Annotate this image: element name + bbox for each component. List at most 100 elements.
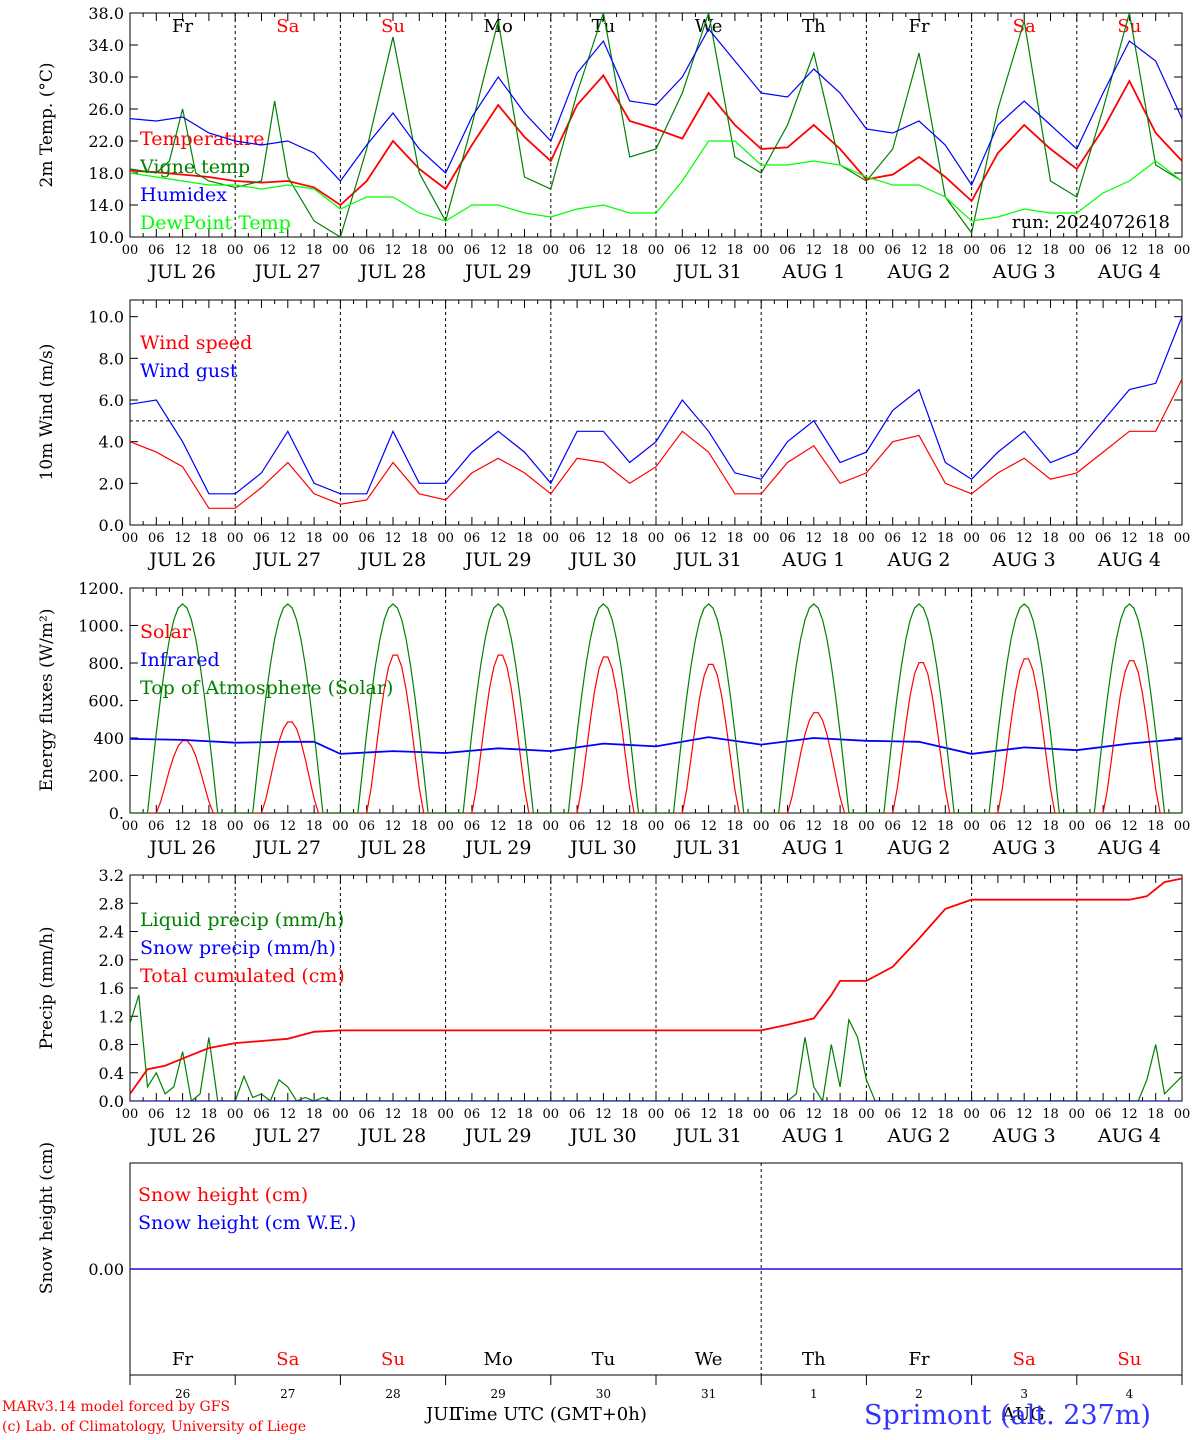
- plot-frame: [129, 587, 1183, 814]
- y-tick-label: 0.4: [99, 1064, 124, 1083]
- hour-tick-label: 00: [437, 819, 454, 834]
- hour-tick-label: 00: [648, 819, 665, 834]
- hour-tick-label: 00: [858, 243, 875, 258]
- hour-tick-label: 06: [674, 243, 691, 258]
- hour-tick-label: 06: [779, 243, 796, 258]
- hour-tick-label: 00: [753, 819, 770, 834]
- hour-tick-label: 00: [227, 819, 244, 834]
- weekday-label: We: [695, 16, 723, 37]
- hour-tick-label: 12: [911, 243, 928, 258]
- y-tick-label: 2.8: [99, 894, 124, 913]
- weekday-label: Mo: [484, 1349, 513, 1370]
- date-label: JUL 31: [673, 261, 741, 283]
- hour-tick-label: 12: [1016, 819, 1033, 834]
- y-tick-label: 0.8: [99, 1036, 124, 1055]
- weekday-label: Fr: [908, 16, 929, 37]
- hour-tick-label: 00: [227, 531, 244, 546]
- hour-tick-label: 00: [1174, 243, 1191, 258]
- day-number-label: 2: [915, 1387, 923, 1401]
- series-line: [130, 73, 1182, 207]
- date-label: JUL 26: [147, 837, 215, 859]
- y-tick-label: 1000.: [78, 617, 124, 636]
- y-tick-label: 400: [93, 729, 124, 748]
- legend-entry: Total cumulated (cm): [140, 965, 345, 987]
- hour-tick-label: 06: [884, 243, 901, 258]
- hour-tick-label: 06: [148, 243, 165, 258]
- hour-tick-label: 00: [648, 1107, 665, 1122]
- lab-credit: (c) Lab. of Climatology, University of L…: [2, 1419, 307, 1435]
- hour-tick-label: 06: [779, 531, 796, 546]
- energy-panel: Energy fluxes (W/m²) 0. 200. 400 600. 800. 100…: [37, 579, 1190, 859]
- station-title: Sprimont (alt. 237m): [864, 1400, 1151, 1431]
- date-label: AUG 1: [781, 837, 845, 859]
- month-label-jul: JUL: [426, 1404, 461, 1425]
- hour-tick-label: 12: [490, 531, 507, 546]
- hour-tick-label: 12: [1016, 243, 1033, 258]
- hour-tick-label: 18: [516, 1107, 533, 1122]
- hour-tick-label: 00: [858, 1107, 875, 1122]
- hour-tick-label: 12: [174, 819, 191, 834]
- legend-entry: Snow height (cm): [138, 1184, 308, 1206]
- hour-tick-label: 00: [858, 531, 875, 546]
- date-label: JUL 27: [253, 261, 321, 283]
- y-tick-label: 0.: [109, 804, 124, 823]
- date-label: JUL 31: [673, 837, 741, 859]
- series-line: [130, 378, 1182, 509]
- hour-tick-label: 18: [832, 819, 849, 834]
- hour-tick-label: 18: [832, 531, 849, 546]
- hour-tick-label: 18: [201, 531, 218, 546]
- y-tick-label: 18.0: [88, 164, 124, 183]
- y-tick-label: 1.2: [99, 1007, 124, 1026]
- y-tick-label: 34.0: [88, 36, 124, 55]
- date-label: JUL 27: [253, 549, 321, 571]
- date-label: AUG 2: [886, 549, 950, 571]
- hour-tick-label: 00: [437, 1107, 454, 1122]
- hour-tick-label: 06: [358, 243, 375, 258]
- hour-tick-label: 12: [1121, 243, 1138, 258]
- date-label: JUL 30: [568, 549, 636, 571]
- weekday-label: Sa: [1013, 16, 1036, 37]
- hour-tick-label: 00: [753, 531, 770, 546]
- hour-tick-label: 18: [727, 1107, 744, 1122]
- hour-tick-label: 12: [1016, 1107, 1033, 1122]
- hour-tick-label: 12: [806, 1107, 823, 1122]
- hour-tick-label: 18: [621, 819, 638, 834]
- legend-entry: Top of Atmosphere (Solar): [140, 677, 393, 699]
- hour-tick-label: 18: [621, 243, 638, 258]
- y-tick-label: 1.6: [99, 979, 124, 998]
- hour-tick-label: 12: [1121, 531, 1138, 546]
- hour-tick-label: 18: [727, 819, 744, 834]
- hour-tick-label: 00: [543, 1107, 560, 1122]
- hour-tick-label: 18: [937, 243, 954, 258]
- hour-tick-label: 06: [253, 531, 270, 546]
- hour-tick-label: 00: [858, 819, 875, 834]
- date-label: AUG 3: [992, 1125, 1056, 1147]
- date-label: AUG 1: [781, 549, 845, 571]
- temperature-panel: 2m Temp. (°C) 10.0 14.0 18.0 22.0 26.0 30.0 34.…: [37, 4, 1190, 283]
- date-label: AUG 3: [992, 549, 1056, 571]
- day-number-label: 27: [280, 1387, 295, 1401]
- hour-tick-label: 06: [253, 1107, 270, 1122]
- date-label: AUG 4: [1097, 1125, 1161, 1147]
- legend-entry: Solar: [140, 621, 192, 643]
- legend-entry: Liquid precip (mm/h): [140, 909, 344, 931]
- model-credit: MARv3.14 model forced by GFS: [2, 1399, 231, 1415]
- hour-tick-label: 18: [1147, 1107, 1164, 1122]
- day-number-label: 26: [175, 1387, 190, 1401]
- hour-tick-label: 00: [122, 531, 139, 546]
- weekday-label: Th: [802, 1349, 826, 1370]
- y-axis-label: 2m Temp. (°C): [37, 62, 57, 187]
- date-label: AUG 2: [886, 261, 950, 283]
- month-label-aug: AUG: [1002, 1404, 1045, 1425]
- date-label: JUL 28: [358, 1125, 426, 1147]
- hour-tick-label: 18: [1042, 819, 1059, 834]
- hour-tick-label: 18: [516, 243, 533, 258]
- hour-tick-label: 06: [1095, 1107, 1112, 1122]
- weekday-label: Fr: [908, 1349, 929, 1370]
- weekday-label: Su: [1117, 16, 1141, 37]
- weekday-label: Su: [381, 16, 405, 37]
- hour-tick-label: 12: [490, 819, 507, 834]
- series-line: [130, 316, 1182, 495]
- legend-entry: Wind speed: [140, 332, 252, 354]
- date-label: JUL 31: [673, 1125, 741, 1147]
